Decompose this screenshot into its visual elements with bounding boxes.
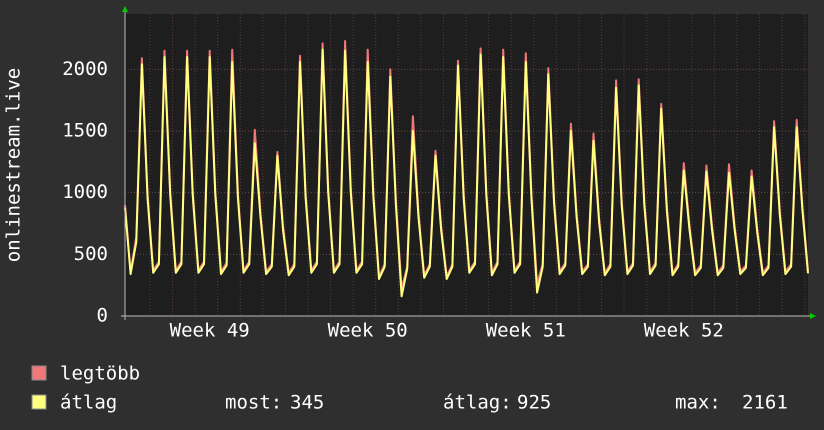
y-axis-arrow <box>122 6 128 12</box>
y-tick-label: 2000 <box>62 58 108 80</box>
x-tick-label: Week 50 <box>328 320 408 342</box>
series-line <box>124 48 809 298</box>
y-tick-label: 1000 <box>62 181 108 203</box>
x-tick-label: Week 51 <box>486 320 566 342</box>
legend-label: legtöbb <box>60 363 140 385</box>
stat-value: 2161 <box>742 392 788 414</box>
stat-value: 345 <box>290 392 324 414</box>
x-tick-label: Week 52 <box>644 320 724 342</box>
legend-swatch <box>31 365 47 381</box>
stat-value: 925 <box>517 392 551 414</box>
x-axis-arrow <box>810 313 816 319</box>
stat-label: átlag: <box>443 392 512 414</box>
stat-label: max: <box>675 392 721 414</box>
y-tick-label: 1500 <box>62 120 108 142</box>
stat-label: most: <box>225 392 282 414</box>
y-tick-label: 500 <box>74 243 108 265</box>
y-tick-label: 0 <box>97 305 108 327</box>
x-tick-label: Week 49 <box>170 320 250 342</box>
y-axis-label: onlinestream.live <box>3 68 25 262</box>
legend-swatch <box>31 394 47 410</box>
legend-label: átlag <box>60 392 117 414</box>
